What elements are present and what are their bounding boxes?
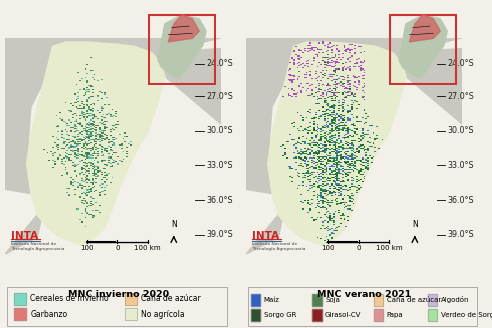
Bar — [14, 293, 27, 304]
Text: 27.0°S: 27.0°S — [447, 92, 474, 101]
Text: Algodón: Algodón — [441, 297, 469, 303]
Text: MNC verano 2021: MNC verano 2021 — [317, 290, 411, 298]
Text: 39.0°S: 39.0°S — [206, 230, 233, 239]
Text: 33.0°S: 33.0°S — [206, 161, 233, 170]
Text: 30.0°S: 30.0°S — [206, 126, 233, 135]
Bar — [312, 294, 322, 306]
Text: 36.0°S: 36.0°S — [447, 195, 474, 205]
Bar — [125, 308, 137, 320]
Text: 0: 0 — [115, 245, 120, 251]
Polygon shape — [152, 49, 221, 124]
Bar — [373, 309, 383, 321]
Text: 39.0°S: 39.0°S — [447, 230, 474, 239]
Text: Instituto Nacional de
Tecnología Agropecuaria: Instituto Nacional de Tecnología Agropec… — [11, 242, 65, 251]
Bar — [312, 309, 322, 321]
Text: MNC invierno 2020: MNC invierno 2020 — [67, 290, 169, 298]
Polygon shape — [246, 46, 294, 194]
Text: 24.0°S: 24.0°S — [447, 59, 474, 68]
Text: Caña de azúcar: Caña de azúcar — [141, 294, 201, 303]
Polygon shape — [27, 42, 165, 246]
Polygon shape — [5, 46, 53, 194]
Text: INTA: INTA — [252, 231, 279, 241]
Text: Instituto Nacional de
Tecnología Agropecuaria: Instituto Nacional de Tecnología Agropec… — [252, 242, 306, 251]
Text: 100 km: 100 km — [134, 245, 161, 251]
Text: Maíz: Maíz — [264, 297, 279, 303]
Bar — [14, 293, 27, 304]
Text: No agrícola: No agrícola — [141, 310, 185, 319]
Text: INTA: INTA — [11, 231, 38, 241]
Text: N: N — [171, 220, 177, 229]
Polygon shape — [5, 207, 44, 254]
Bar — [428, 294, 437, 306]
Text: 100: 100 — [80, 245, 94, 251]
Polygon shape — [399, 14, 447, 78]
Text: 24.0°S: 24.0°S — [206, 59, 233, 68]
Bar — [125, 308, 137, 320]
Bar — [312, 309, 322, 321]
Bar — [428, 309, 437, 321]
Bar — [373, 309, 383, 321]
Bar — [125, 293, 137, 304]
Polygon shape — [5, 38, 221, 53]
Bar — [428, 294, 437, 306]
Text: Soja: Soja — [325, 297, 340, 303]
Text: Verdeo de Sorgo: Verdeo de Sorgo — [441, 312, 492, 318]
Bar — [251, 294, 260, 306]
Polygon shape — [158, 14, 206, 78]
Text: Cereales de invierno: Cereales de invierno — [31, 294, 109, 303]
Text: 100 km: 100 km — [375, 245, 402, 251]
Text: Caña de azúcar: Caña de azúcar — [387, 297, 441, 303]
Text: N: N — [412, 220, 418, 229]
Text: 0: 0 — [356, 245, 361, 251]
Bar — [251, 309, 260, 321]
Bar — [251, 294, 260, 306]
Bar — [312, 294, 322, 306]
Polygon shape — [393, 49, 462, 124]
Bar — [14, 308, 27, 320]
Bar — [428, 309, 437, 321]
Text: 30.0°S: 30.0°S — [447, 126, 474, 135]
Text: Papa: Papa — [387, 312, 403, 318]
Bar — [14, 308, 27, 320]
Polygon shape — [168, 14, 199, 42]
Polygon shape — [409, 14, 440, 42]
Polygon shape — [246, 207, 285, 254]
Text: Girasol-CV: Girasol-CV — [325, 312, 362, 318]
Text: 100: 100 — [321, 245, 335, 251]
Polygon shape — [246, 38, 462, 53]
Polygon shape — [268, 42, 406, 246]
Text: Sorgo GR: Sorgo GR — [264, 312, 296, 318]
Text: 33.0°S: 33.0°S — [447, 161, 474, 170]
Text: Garbanzo: Garbanzo — [31, 310, 67, 319]
Bar — [125, 293, 137, 304]
Bar — [373, 294, 383, 306]
Bar — [251, 309, 260, 321]
Text: 36.0°S: 36.0°S — [206, 195, 233, 205]
Bar — [373, 294, 383, 306]
Text: 27.0°S: 27.0°S — [206, 92, 233, 101]
